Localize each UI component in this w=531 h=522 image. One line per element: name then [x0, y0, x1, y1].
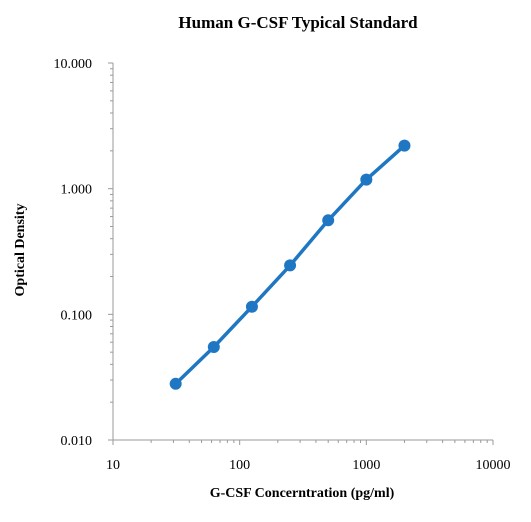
x-tick-label: 1000 [352, 458, 380, 473]
series-layer [169, 139, 411, 390]
x-axis-label: G-CSF Concerntration (pg/ml) [210, 486, 395, 501]
data-point [245, 300, 258, 313]
x-tick-label: 100 [229, 458, 250, 473]
data-point [284, 259, 297, 272]
tick-marks [108, 62, 494, 445]
x-tick-label: 10 [106, 458, 120, 473]
data-point [360, 173, 373, 186]
data-point [169, 377, 182, 390]
chart-title: Human G-CSF Typical Standard [178, 13, 418, 32]
axes [112, 63, 493, 441]
x-tick-label: 10000 [476, 458, 511, 473]
data-point [398, 139, 411, 152]
y-tick-label: 1.000 [61, 183, 93, 198]
y-tick-label: 0.010 [61, 434, 93, 449]
tick-labels: 10 100 1000 10000 0.010 0.100 1.000 10.000 [54, 57, 511, 473]
y-axis-label: Optical Density [13, 204, 28, 297]
data-point [207, 340, 220, 353]
y-tick-label: 10.000 [54, 57, 93, 72]
y-tick-label: 0.100 [61, 308, 93, 323]
data-point [322, 214, 335, 227]
